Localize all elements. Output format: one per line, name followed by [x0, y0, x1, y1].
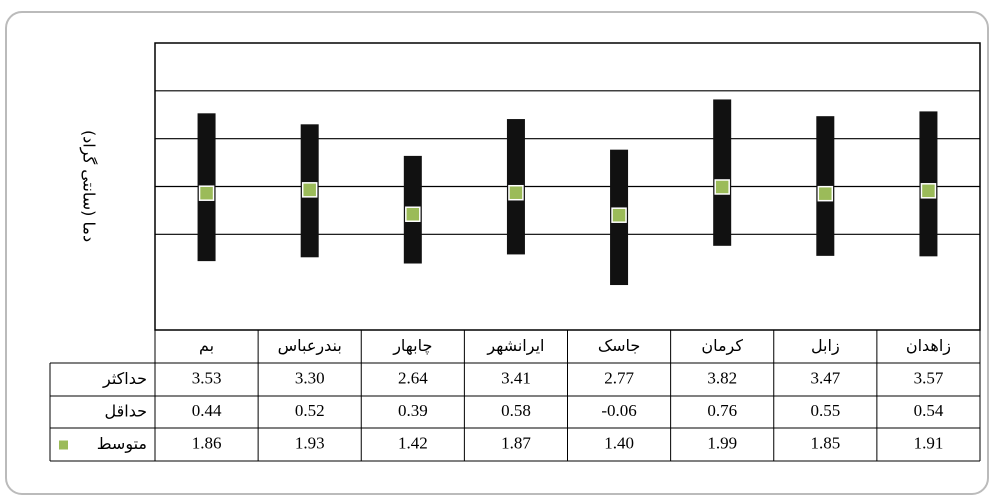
mean-marker: [921, 184, 935, 198]
y-axis-title: دما (سانتی گراد): [79, 130, 99, 242]
table-value: 3.53: [192, 368, 222, 387]
x-tick-label: چابهار: [392, 336, 432, 356]
table-value: 1.42: [398, 433, 428, 452]
mean-marker: [612, 208, 626, 222]
chart-frame: [6, 12, 988, 494]
table-value: 1.86: [192, 433, 222, 452]
table-value: 2.64: [398, 368, 428, 387]
chart: دما (سانتی گراد) حداکثر حداقل متوسط بم 3.53 0…: [0, 0, 995, 497]
mean-marker: [509, 186, 523, 200]
legend-label: حداکثر: [102, 369, 147, 389]
mean-marker: [303, 183, 317, 197]
table-value: -0.06: [601, 401, 636, 420]
table-value: 1.85: [810, 433, 840, 452]
table-value: 0.76: [707, 401, 737, 420]
x-tick-label: جاسک: [598, 336, 641, 355]
x-tick-label: زابل: [811, 336, 840, 356]
table-value: 1.99: [707, 433, 737, 452]
table-value: 3.41: [501, 368, 531, 387]
x-tick-label: بم: [199, 336, 214, 355]
mean-marker: [406, 207, 420, 221]
x-tick-label: ایرانشهر: [486, 336, 544, 356]
table-value: 0.55: [810, 401, 840, 420]
table-value: 0.52: [295, 401, 325, 420]
table-value: 1.91: [914, 433, 944, 452]
table-value: 3.47: [810, 368, 840, 387]
table-value: 3.30: [295, 368, 325, 387]
x-tick-label: بندرعباس: [278, 336, 342, 356]
table-value: 0.54: [914, 401, 944, 420]
table-value: 3.82: [707, 368, 737, 387]
table-value: 0.44: [192, 401, 222, 420]
table-value: 0.58: [501, 401, 531, 420]
range-bar: [713, 99, 731, 245]
table-value: 3.57: [914, 368, 944, 387]
table-value: 1.93: [295, 433, 325, 452]
table-value: 1.40: [604, 433, 634, 452]
table-value: 1.87: [501, 433, 531, 452]
legend-label: حداقل: [105, 402, 148, 421]
mean-marker: [715, 180, 729, 194]
table-value: 2.77: [604, 368, 634, 387]
x-tick-label: زاهدان: [906, 336, 951, 356]
table-value: 0.39: [398, 401, 428, 420]
legend-marker: [59, 441, 68, 450]
mean-marker: [818, 187, 832, 201]
legend-label: متوسط: [97, 434, 147, 454]
mean-marker: [200, 186, 214, 200]
x-tick-label: کرمان: [701, 336, 743, 356]
